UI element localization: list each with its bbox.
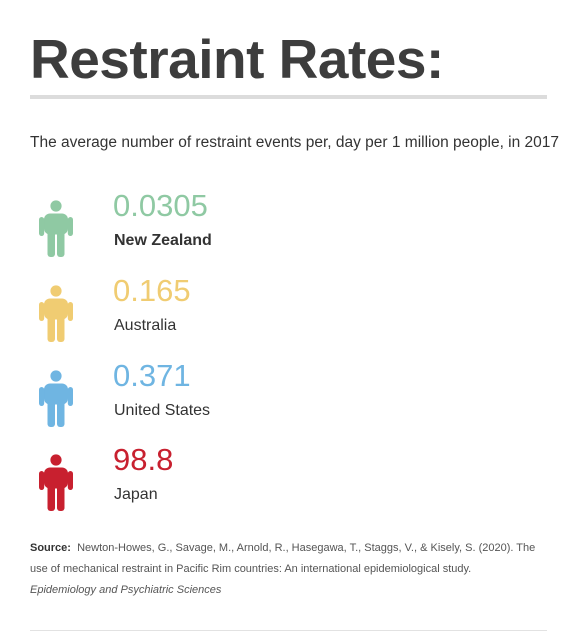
country-label: Australia [114, 317, 177, 334]
source-text: Newton-Howes, G., Savage, M., Arnold, R.… [30, 542, 536, 575]
person-icon [39, 285, 73, 342]
entry-japan: 98.8 Japan [0, 442, 576, 529]
entry-australia: 0.165 Australia [0, 273, 576, 360]
country-label: Japan [114, 486, 158, 503]
page-title: Restraint Rates: [30, 28, 444, 90]
person-icon [39, 454, 73, 511]
restraint-rate-value: 98.8 [113, 442, 174, 477]
entry-new-zealand: 0.0305 New Zealand [0, 188, 576, 275]
bottom-divider [30, 630, 547, 631]
source-label: Source: [30, 542, 71, 554]
source-citation: Source: Newton-Howes, G., Savage, M., Ar… [30, 538, 540, 601]
restraint-rate-value: 0.165 [113, 273, 191, 308]
restraint-rate-value: 0.371 [113, 358, 191, 393]
country-label: United States [114, 402, 211, 419]
person-icon [39, 200, 73, 257]
title-divider [30, 95, 547, 99]
source-journal: Epidemiology and Psychiatric Sciences [30, 584, 222, 596]
subtitle: The average number of restraint events p… [30, 134, 560, 151]
person-icon [39, 370, 73, 427]
country-label: New Zealand [114, 232, 212, 249]
entry-united-states: 0.371 United States [0, 358, 576, 445]
restraint-rate-value: 0.0305 [113, 188, 208, 223]
